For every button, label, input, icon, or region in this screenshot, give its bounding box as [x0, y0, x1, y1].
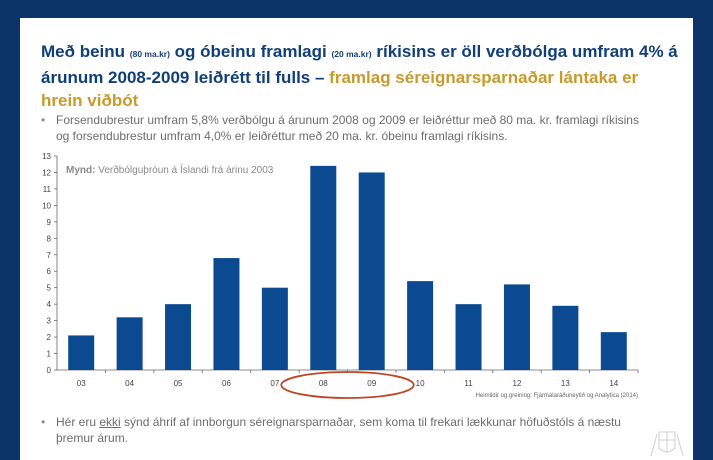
- slide: Með beinu (80 ma.kr) og óbeinu framlagi …: [20, 18, 693, 460]
- x-tick-label-14: 14: [609, 379, 618, 388]
- bullet-dot: •: [41, 415, 46, 429]
- title-highlight: framlag séreignarsparnaðar lántaka er hr…: [41, 68, 639, 110]
- title-part-a-small: (80 ma.kr): [129, 49, 170, 59]
- chart-caption: Mynd: Verðbólguþróun á Íslandi frá árinu…: [66, 163, 274, 176]
- x-tick-label-06: 06: [222, 379, 231, 388]
- y-tick-label: 13: [42, 152, 51, 161]
- highlight-ellipse: [280, 371, 415, 399]
- y-tick-label: 12: [42, 168, 51, 177]
- bar-05: [165, 304, 192, 370]
- bullet-2-underlined: ekki: [99, 415, 121, 429]
- bar-03: [68, 335, 95, 370]
- y-tick-label: 5: [47, 284, 52, 293]
- chart-caption-label: Mynd:: [66, 165, 98, 176]
- x-tick-label-07: 07: [270, 379, 279, 388]
- bullet-2-text-a: Hér eru: [56, 415, 100, 429]
- bullet-1: • Forsendubrestur umfram 5,8% verðbólgu …: [41, 112, 641, 144]
- y-tick-label: 7: [47, 251, 52, 260]
- title-part-b-small: (20 ma.kr): [331, 49, 372, 59]
- y-tick-label: 8: [47, 234, 52, 243]
- y-tick-label: 11: [43, 185, 52, 194]
- bar-06: [213, 258, 240, 370]
- x-tick-label-12: 12: [513, 379, 522, 388]
- y-tick-label: 1: [47, 350, 52, 359]
- bar-12: [503, 284, 530, 370]
- bar-07: [261, 287, 288, 370]
- chart-caption-text: Verðbólguþróun á Íslandi frá árinu 2003: [98, 163, 274, 176]
- y-tick-label: 2: [47, 333, 52, 342]
- x-tick-label-10: 10: [416, 379, 425, 388]
- x-tick-label-11: 11: [464, 379, 473, 388]
- chart-source: Heimildir og greining: Fjármálaráðuneyti…: [476, 392, 638, 399]
- y-tick-label: 0: [47, 366, 52, 375]
- title-part-b: og óbeinu framlagi: [169, 42, 332, 61]
- title-part-a: Með beinu: [41, 42, 130, 61]
- bar-04: [116, 317, 143, 370]
- bar-09: [358, 172, 385, 370]
- y-tick-label: 3: [47, 317, 52, 326]
- bar-13: [552, 305, 579, 370]
- y-tick-label: 10: [42, 201, 51, 210]
- x-tick-label-05: 05: [174, 379, 183, 388]
- bar-14: [600, 332, 627, 370]
- y-tick-label: 9: [47, 218, 52, 227]
- bullet-2: • Hér eru ekki sýnd áhrif af innborgun s…: [41, 414, 641, 446]
- bar-11: [455, 304, 482, 370]
- bullet-2-text: Hér eru ekki sýnd áhrif af innborgun sér…: [41, 414, 641, 446]
- bar-10: [407, 281, 434, 370]
- y-tick-label: 6: [47, 267, 52, 276]
- bullet-dot: •: [41, 113, 46, 127]
- x-tick-label-04: 04: [125, 379, 134, 388]
- title-part-c: ríkisins er öll verðbólga umfram 4% á ár…: [41, 42, 678, 87]
- x-tick-label-03: 03: [77, 379, 86, 388]
- bullet-2-text-b: sýnd áhrif af innborgun séreignarsparnað…: [56, 415, 621, 445]
- slide-title: Með beinu (80 ma.kr) og óbeinu framlagi …: [41, 40, 681, 112]
- x-tick-label-08: 08: [319, 379, 328, 388]
- y-tick-label: 4: [47, 300, 52, 309]
- coat-of-arms-watermark: [650, 431, 684, 457]
- bar-08: [310, 165, 337, 370]
- bullet-1-text: Forsendubrestur umfram 5,8% verðbólgu á …: [56, 113, 639, 143]
- x-tick-label-13: 13: [561, 379, 570, 388]
- x-tick-label-09: 09: [367, 379, 376, 388]
